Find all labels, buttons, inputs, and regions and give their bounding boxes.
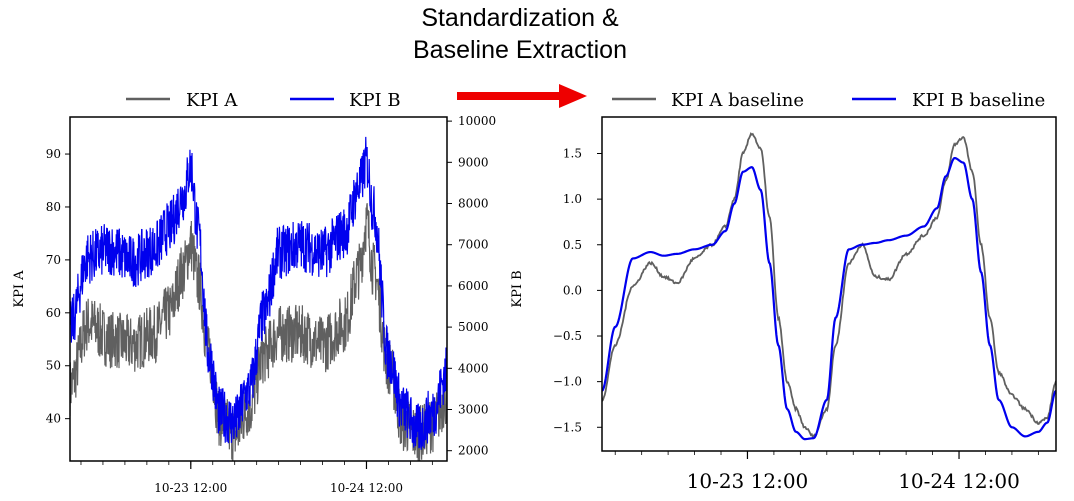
left-axes-frame xyxy=(69,116,448,462)
y-tick-label: 0.0 xyxy=(563,283,582,297)
title-line-2: Baseline Extraction xyxy=(412,36,627,64)
y-tick-label-right: 7000 xyxy=(458,238,489,252)
y-tick-label: −1.0 xyxy=(553,375,582,389)
right-chart-y-axis: 1.5 1.0 0.5 0.0 −0.5 −1.0 −1.5 xyxy=(553,147,602,434)
y-tick-label-right: 5000 xyxy=(458,320,489,334)
legend-kpi-b-label: KPI B xyxy=(349,90,401,111)
x-tick-label: 10-24 12:00 xyxy=(330,481,403,495)
y-axis-label-kpi-b: KPI B xyxy=(510,270,525,307)
right-legend: KPI A baseline KPI B baseline xyxy=(612,90,1045,111)
chart-title: Standardization & Baseline Extraction xyxy=(360,2,680,66)
y-tick-label: 0.5 xyxy=(563,238,582,252)
y-tick-label: −0.5 xyxy=(553,329,582,343)
y-axis-label-kpi-a: KPI A xyxy=(12,270,27,308)
y-tick-label-left: 40 xyxy=(46,412,61,426)
title-line-1: Standardization & xyxy=(421,4,619,32)
series-kpi-b-baseline-line xyxy=(602,157,1056,441)
right-plot-area xyxy=(602,132,1056,441)
left-y-axis: 40 50 60 70 80 90 xyxy=(46,147,70,426)
left-chart: KPI A KPI B 40 50 60 70 80 90 2000 3000 4000 500… xyxy=(12,90,525,495)
series-kpi-a-baseline-line xyxy=(602,132,1056,439)
right-y-axis: 2000 3000 4000 5000 6000 7000 8000 9000 10000 xyxy=(447,114,496,458)
legend-kpi-b-baseline-label: KPI B baseline xyxy=(912,90,1045,111)
y-tick-label-right: 10000 xyxy=(458,114,496,128)
y-tick-label-right: 8000 xyxy=(458,197,489,211)
series-kpi-b-line xyxy=(70,136,447,450)
left-plot-area xyxy=(70,136,447,461)
x-tick-label: 10-24 12:00 xyxy=(898,469,1020,493)
arrow-shaft xyxy=(457,92,561,100)
y-tick-label: 1.5 xyxy=(563,147,582,161)
y-tick-label-right: 6000 xyxy=(458,279,489,293)
y-tick-label-left: 70 xyxy=(46,253,61,267)
y-tick-label-left: 60 xyxy=(46,306,61,320)
left-x-axis: 10-23 12:00 10-24 12:00 xyxy=(80,461,433,495)
y-tick-label-right: 4000 xyxy=(458,361,489,375)
right-axes-frame xyxy=(601,116,1057,452)
right-chart: KPI A baseline KPI B baseline 1.5 1.0 0.5 0… xyxy=(553,90,1057,493)
arrow-head xyxy=(559,84,587,108)
y-tick-label: 1.0 xyxy=(563,192,582,206)
legend-kpi-a-label: KPI A xyxy=(186,90,238,111)
y-tick-label-right: 9000 xyxy=(458,155,489,169)
x-tick-label: 10-23 12:00 xyxy=(154,481,227,495)
legend-kpi-a-baseline-label: KPI A baseline xyxy=(671,90,804,111)
x-tick-label: 10-23 12:00 xyxy=(687,469,809,493)
left-legend: KPI A KPI B xyxy=(126,90,401,111)
y-tick-label-left: 80 xyxy=(46,200,61,214)
y-tick-label-right: 2000 xyxy=(458,444,489,458)
y-tick-label: −1.5 xyxy=(553,420,582,434)
y-tick-label-right: 3000 xyxy=(458,403,489,417)
transform-arrow xyxy=(457,84,587,108)
right-chart-x-axis: 10-23 12:00 10-24 12:00 xyxy=(614,451,1039,493)
y-tick-label-left: 90 xyxy=(46,147,61,161)
y-tick-label-left: 50 xyxy=(46,359,61,373)
